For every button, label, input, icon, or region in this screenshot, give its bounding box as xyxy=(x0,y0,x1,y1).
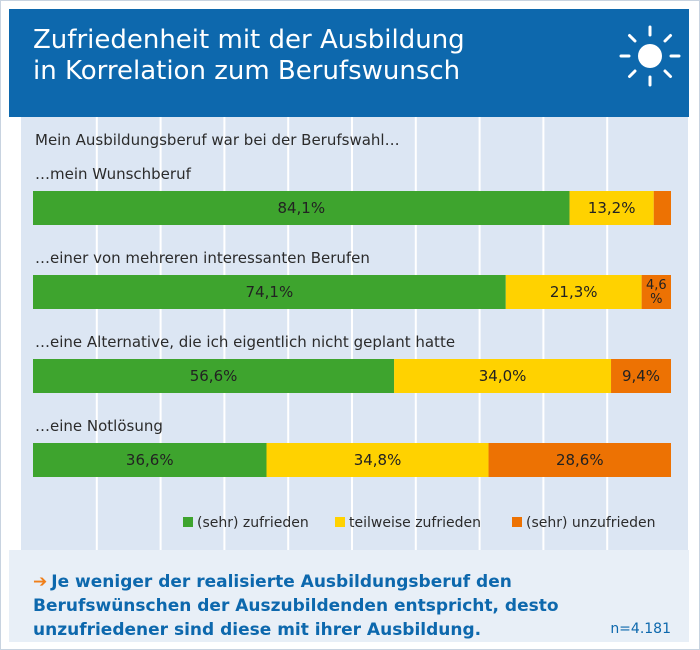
bar-value-label-3-2: 28,6% xyxy=(556,451,604,469)
bar-segment-1-2 xyxy=(641,275,671,309)
category-label-3: …eine Notlösung xyxy=(35,417,163,435)
bar-segment-2-0 xyxy=(33,359,395,393)
bar-segment-3-0 xyxy=(33,443,267,477)
bar-segment-3-2 xyxy=(488,443,671,477)
bar-segment-1-1 xyxy=(505,275,642,309)
bar-value-label-1-2: 4,6% xyxy=(646,278,667,307)
footer: ➔ Je weniger der realisierte Ausbildungsb… xyxy=(9,550,689,642)
category-label-1: …einer von mehreren interessanten Berufe… xyxy=(35,249,370,267)
legend-swatch-dissatisfied xyxy=(512,517,522,527)
conclusion-text: ➔ Je weniger der realisierte Ausbildungsb… xyxy=(33,570,593,642)
title-line-1: Zufriedenheit mit der Ausbildung xyxy=(33,25,465,55)
legend-label-dissatisfied: (sehr) unzufrieden xyxy=(526,515,656,531)
page-title: Zufriedenheit mit der Ausbildung in Korr… xyxy=(33,25,593,87)
legend-item-satisfied: (sehr) zufrieden xyxy=(183,515,309,531)
bar-segment-0-1 xyxy=(569,191,654,225)
conclusion-body: Je weniger der realisierte Ausbildungsbe… xyxy=(33,572,559,640)
bar-value-label-3-0: 36,6% xyxy=(126,451,174,469)
bar-value-label-2-0: 56,6% xyxy=(190,367,238,385)
legend-item-dissatisfied: (sehr) unzufrieden xyxy=(512,515,655,531)
sample-size: n=4.181 xyxy=(610,621,671,637)
legend-label-satisfied: (sehr) zufrieden xyxy=(197,515,309,531)
header: Zufriedenheit mit der Ausbildung in Korr… xyxy=(9,9,689,117)
bar-segment-3-1 xyxy=(266,443,489,477)
bar-value-label-2-1: 34,0% xyxy=(479,367,527,385)
legend-label-partly: teilweise zufrieden xyxy=(349,515,481,531)
arrow-icon: ➔ xyxy=(33,572,48,592)
bar-segment-1-0 xyxy=(33,275,506,309)
bar-segment-0-2 xyxy=(653,191,671,225)
bar-value-label-3-1: 34,8% xyxy=(354,451,402,469)
sun-icon xyxy=(619,25,681,87)
bar-segment-2-1 xyxy=(394,359,612,393)
bar-value-label-2-2: 9,4% xyxy=(622,367,660,385)
legend-swatch-partly xyxy=(335,517,345,527)
bar-value-label-0-0: 84,1% xyxy=(277,199,325,217)
bar-segment-2-2 xyxy=(611,359,671,393)
chart-intro: Mein Ausbildungsberuf war bei der Berufs… xyxy=(35,131,400,149)
stacked-bar-chart: 84,1% 13,2% 74,1% 21,3% 4,6 % 56,6% 34,0% 9,4% 36… xyxy=(33,117,671,550)
legend-swatch-satisfied xyxy=(183,517,193,527)
category-label-0: …mein Wunschberuf xyxy=(35,165,191,183)
legend-item-partly: teilweise zufrieden xyxy=(335,515,481,531)
title-line-2: in Korrelation zum Berufswunsch xyxy=(33,56,461,86)
bar-value-label-1-0: 74,1% xyxy=(246,283,294,301)
bar-segment-0-0 xyxy=(33,191,570,225)
bar-value-label-0-1: 13,2% xyxy=(588,199,636,217)
bar-value-label-1-1: 21,3% xyxy=(550,283,598,301)
chart-area: 84,1% 13,2% 74,1% 21,3% 4,6% 56,6% 34,0% 9,4% 36… xyxy=(21,117,688,550)
category-label-2: …eine Alternative, die ich eigentlich ni… xyxy=(35,333,456,351)
